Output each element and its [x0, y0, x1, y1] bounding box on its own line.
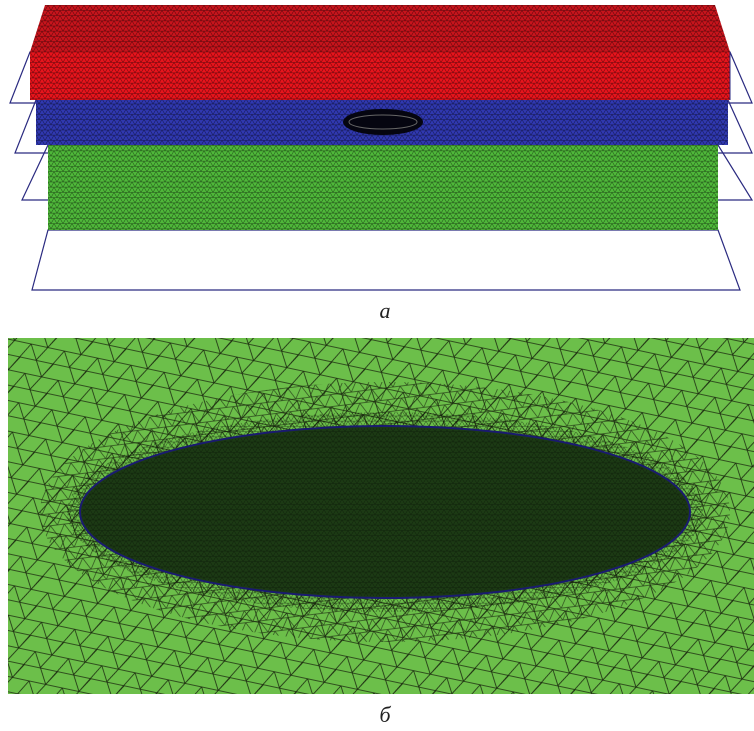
mesh	[82, 428, 688, 596]
panel-label: б	[379, 702, 391, 727]
mesh	[30, 52, 730, 100]
panel-a: а	[10, 5, 752, 323]
panel-b: б	[8, 338, 754, 727]
panel-label: а	[380, 298, 391, 323]
figure: а б	[0, 0, 754, 731]
mesh	[30, 5, 730, 52]
plane	[32, 230, 740, 290]
hole	[343, 109, 423, 135]
mesh	[48, 145, 718, 230]
page: а б (() => { const data = JSON.parse(doc…	[0, 0, 754, 731]
